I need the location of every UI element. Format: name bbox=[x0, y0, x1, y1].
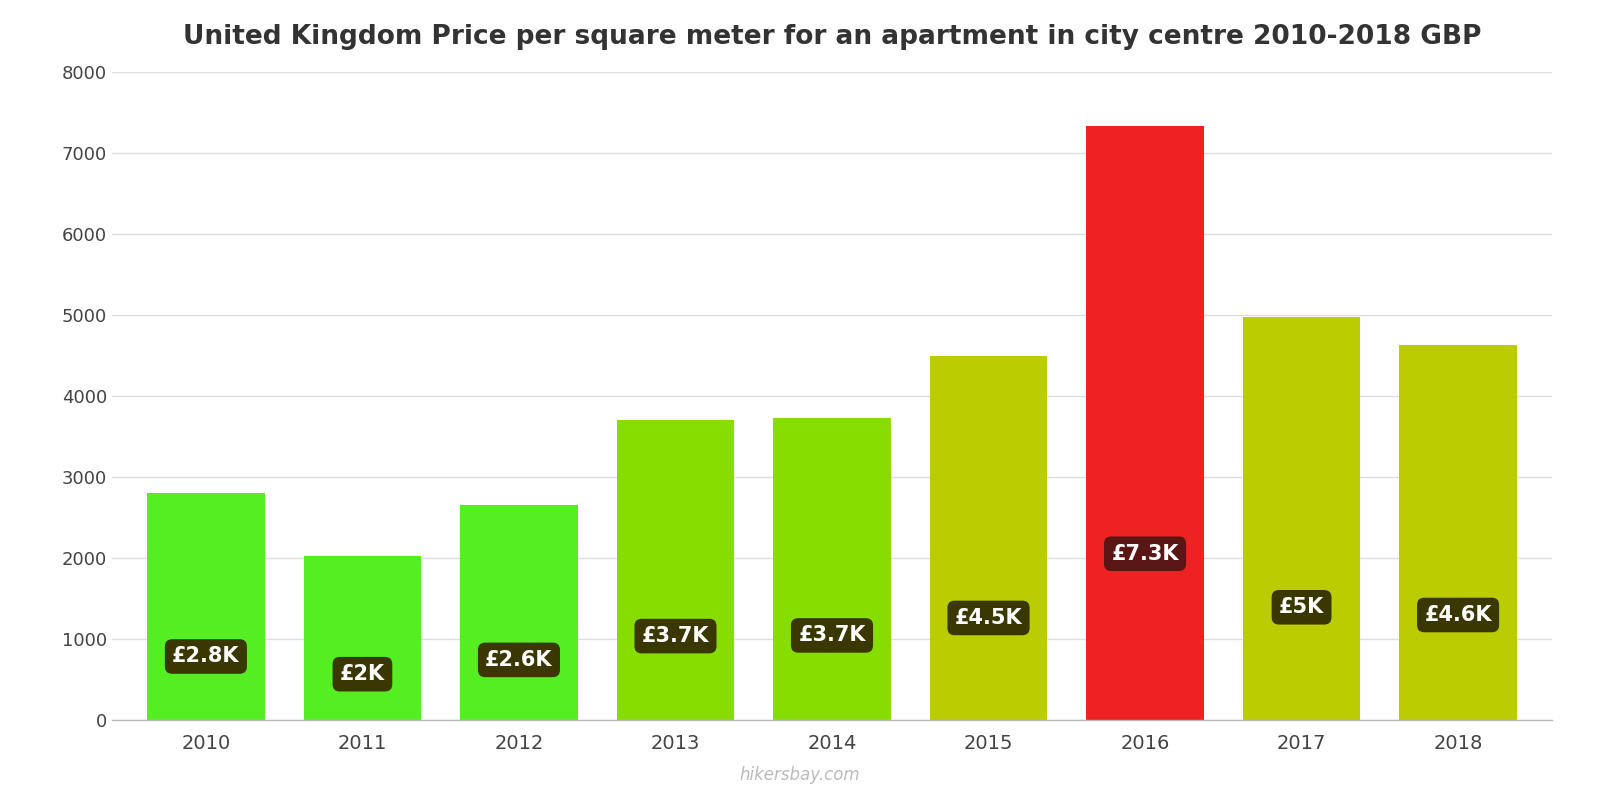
Text: £2.8K: £2.8K bbox=[173, 646, 240, 666]
Text: £3.7K: £3.7K bbox=[798, 626, 866, 646]
Text: £5K: £5K bbox=[1278, 598, 1325, 618]
Bar bbox=[616, 420, 734, 720]
Title: United Kingdom Price per square meter for an apartment in city centre 2010-2018 : United Kingdom Price per square meter fo… bbox=[182, 24, 1482, 50]
Bar bbox=[461, 506, 578, 720]
Bar bbox=[773, 418, 891, 720]
Text: £2K: £2K bbox=[339, 664, 386, 684]
Text: £2.6K: £2.6K bbox=[485, 650, 552, 670]
Bar bbox=[1400, 345, 1517, 720]
Bar bbox=[1086, 126, 1203, 720]
Bar bbox=[147, 493, 264, 720]
Text: £3.7K: £3.7K bbox=[642, 626, 709, 646]
Text: £7.3K: £7.3K bbox=[1112, 544, 1179, 564]
Bar bbox=[304, 556, 421, 720]
Text: £4.6K: £4.6K bbox=[1424, 605, 1491, 625]
Bar bbox=[930, 355, 1048, 720]
Text: hikersbay.com: hikersbay.com bbox=[739, 766, 861, 784]
Bar bbox=[1243, 318, 1360, 720]
Text: £4.5K: £4.5K bbox=[955, 608, 1022, 628]
